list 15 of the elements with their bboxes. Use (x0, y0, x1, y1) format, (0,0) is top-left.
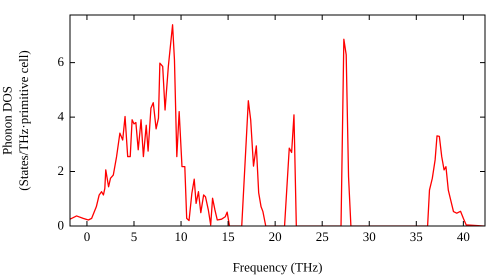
y-tick-label: 0 (58, 217, 64, 232)
x-tick-label: 15 (222, 229, 235, 244)
y-tick-label: 6 (58, 54, 64, 70)
x-tick-label: 20 (268, 229, 282, 244)
y-axis-title: Phonon DOS (States/THz·primitive cell) (0, 50, 31, 191)
x-tick-label: 30 (362, 229, 376, 244)
x-tick-label: 0 (84, 229, 90, 244)
x-tick-label: 25 (316, 229, 329, 244)
y-tick-label: 4 (58, 108, 64, 124)
x-tick-label: 10 (174, 229, 188, 244)
x-tick-label: 5 (130, 229, 138, 244)
x-axis-title: Frequency (THz) (232, 260, 322, 275)
x-tick-label: 40 (456, 229, 470, 244)
x-tick-label: 35 (410, 229, 423, 244)
y-tick-label: 2 (58, 162, 64, 178)
